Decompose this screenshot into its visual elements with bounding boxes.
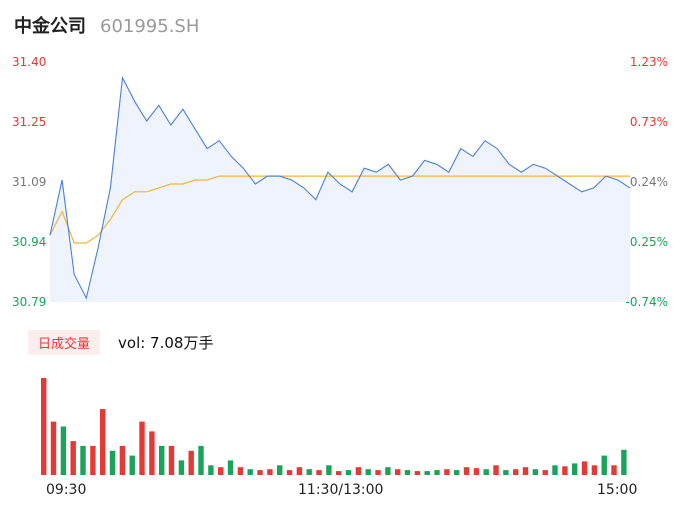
volume-bar <box>532 469 539 475</box>
volume-bar <box>149 431 155 475</box>
volume-bar <box>581 461 588 475</box>
volume-bar <box>129 455 135 475</box>
volume-bar <box>434 470 440 475</box>
volume-bar <box>60 426 67 475</box>
volume-tab[interactable]: 日成交量 <box>28 329 101 355</box>
volume-bar <box>139 421 145 475</box>
volume-bar <box>601 455 607 475</box>
volume-bar <box>80 445 86 475</box>
volume-bar <box>218 467 224 475</box>
volume-bar <box>119 445 126 475</box>
volume-bar <box>493 465 499 475</box>
stock-code: 601995.SH <box>100 16 200 37</box>
stock-header: 中金公司 601995.SH <box>14 12 199 40</box>
volume-bar <box>503 470 509 475</box>
volume-bar <box>513 469 519 475</box>
volume-bar <box>198 445 204 475</box>
x-tick-close: 15:00 <box>597 482 638 498</box>
volume-value: vol: 7.08万手 <box>118 333 214 352</box>
price-area-fill <box>50 77 630 302</box>
volume-bar <box>237 467 244 475</box>
volume-header: 日成交量 vol: 7.08万手 <box>28 329 214 355</box>
x-tick-midday: 11:30/13:00 <box>298 482 384 498</box>
volume-bar <box>552 465 558 475</box>
volume-bar <box>562 466 568 475</box>
y-tick-right-4: -0.74% <box>625 295 668 309</box>
volume-bars <box>41 378 627 476</box>
y-tick-right-1: 0.73% <box>629 115 668 129</box>
volume-bar <box>542 470 548 475</box>
volume-bar <box>41 378 47 475</box>
volume-bar <box>178 460 185 475</box>
volume-bar <box>326 465 332 475</box>
price-line <box>49 75 631 300</box>
y-tick-left-3: 30.94 <box>12 235 47 249</box>
volume-bar <box>454 470 460 475</box>
volume-bar <box>286 470 293 475</box>
volume-bar <box>444 469 450 475</box>
volume-bar <box>159 445 165 475</box>
y-tick-right-2: 0.24% <box>629 175 668 189</box>
volume-bar <box>208 465 214 475</box>
volume-bar <box>395 469 401 475</box>
volume-bar <box>345 470 352 475</box>
volume-bar <box>188 450 194 476</box>
volume-bar <box>611 465 617 475</box>
y-tick-left-4: 30.79 <box>12 295 47 309</box>
volume-bar <box>621 449 627 475</box>
volume-bar <box>424 471 430 475</box>
volume-bar <box>50 421 57 475</box>
volume-bar <box>591 465 598 475</box>
volume-bar <box>355 467 362 475</box>
volume-bar <box>483 469 489 475</box>
volume-bar <box>70 441 76 475</box>
volume-bar <box>90 445 96 475</box>
volume-bar <box>572 463 578 475</box>
stock-name: 中金公司 <box>14 16 86 37</box>
y-tick-right-0: 1.23% <box>629 55 668 69</box>
y-tick-right-3: -0.25% <box>625 235 668 249</box>
volume-bar <box>306 469 312 475</box>
volume-bar <box>277 465 283 475</box>
volume-bar <box>404 470 411 475</box>
average-price-line <box>49 175 630 244</box>
volume-bar <box>375 470 381 475</box>
x-tick-open: 09:30 <box>46 482 87 498</box>
volume-bar <box>473 468 480 475</box>
volume-bar <box>168 445 175 475</box>
volume-bar <box>247 469 253 475</box>
volume-bar <box>257 470 263 475</box>
volume-bar <box>365 469 371 475</box>
volume-bar <box>227 460 234 475</box>
volume-bar <box>109 450 116 476</box>
volume-bar <box>385 467 391 475</box>
volume-bar <box>463 467 470 475</box>
volume-bar <box>414 471 421 475</box>
volume-bar <box>522 467 529 475</box>
y-tick-left-2: 31.09 <box>12 175 47 189</box>
volume-bar <box>336 471 342 475</box>
volume-bar <box>296 467 303 475</box>
y-tick-left-0: 31.40 <box>12 55 47 69</box>
volume-bar <box>100 409 106 475</box>
volume-bar <box>267 469 273 475</box>
volume-bar <box>316 470 322 475</box>
y-tick-left-1: 31.25 <box>12 115 47 129</box>
